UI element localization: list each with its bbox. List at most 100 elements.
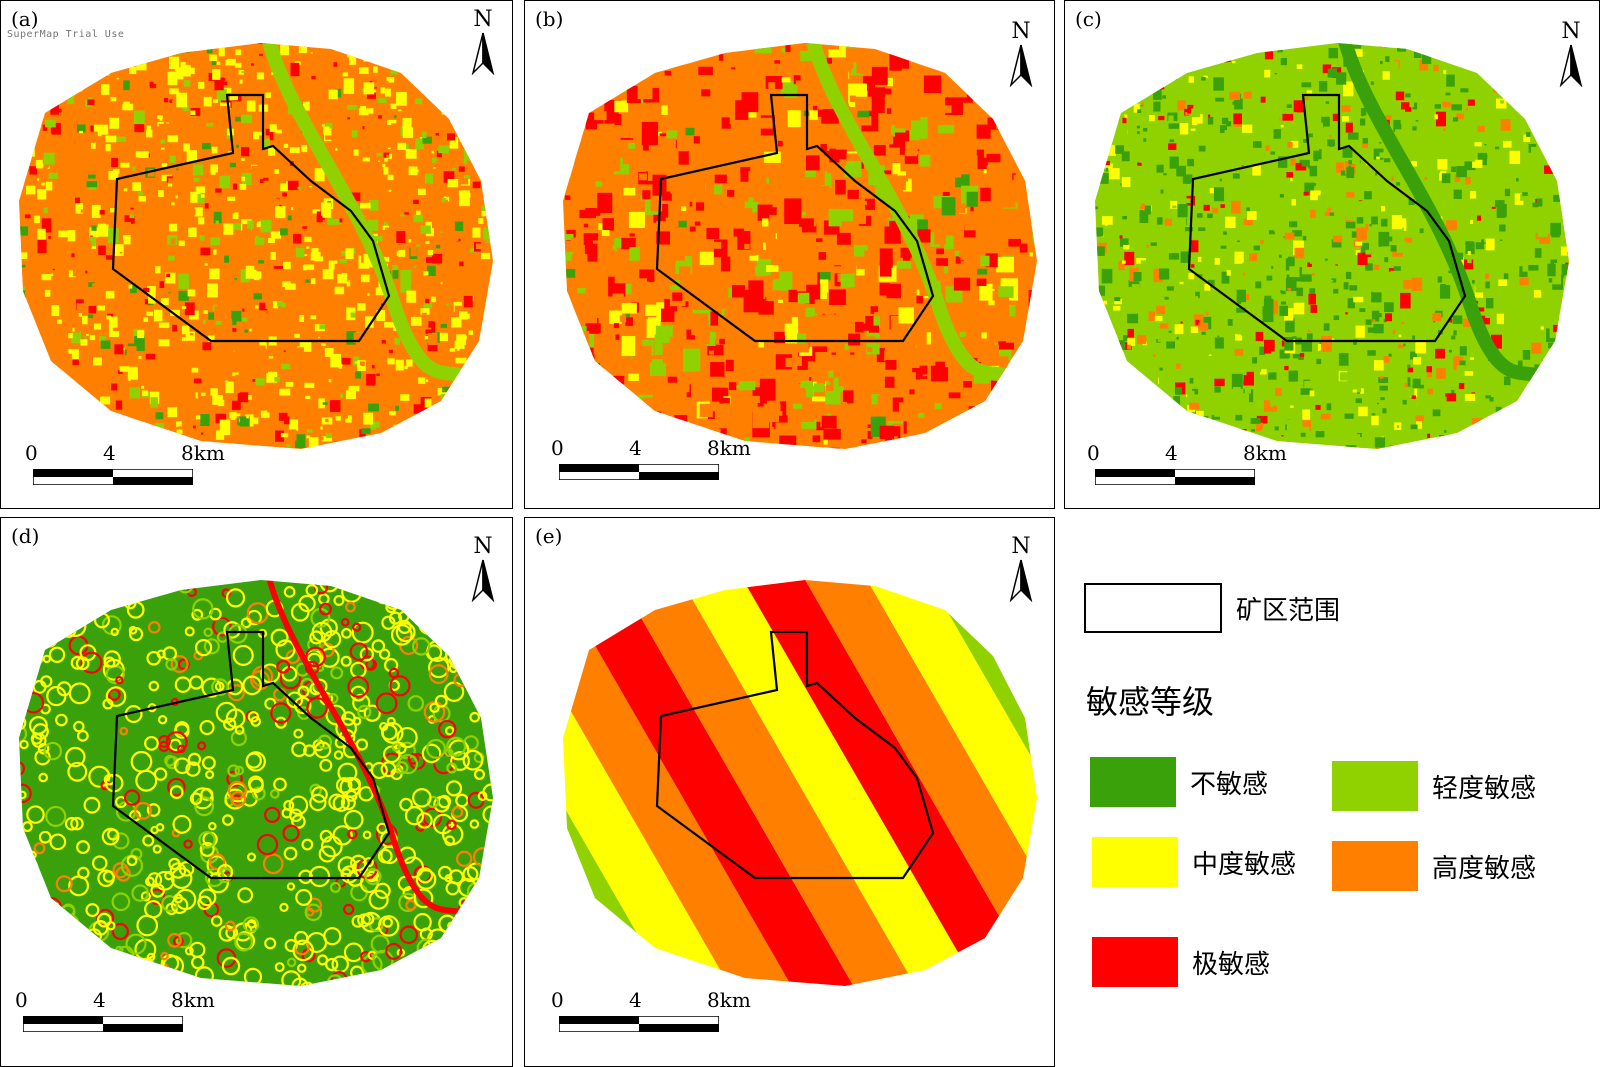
raster-patch: [251, 139, 261, 146]
raster-patch: [1400, 350, 1406, 356]
raster-patch: [319, 758, 333, 772]
raster-patch: [1365, 249, 1372, 255]
raster-patch: [152, 367, 160, 374]
raster-patch: [1557, 207, 1566, 217]
raster-patch: [33, 425, 44, 433]
raster-patch: [693, 195, 699, 202]
raster-patch: [310, 315, 317, 320]
raster-patch: [381, 128, 391, 135]
raster-patch: [805, 166, 816, 178]
raster-patch: [1355, 398, 1363, 404]
raster-patch: [184, 302, 195, 316]
raster-patch: [422, 939, 443, 961]
raster-patch: [1422, 104, 1430, 114]
raster-patch: [298, 869, 313, 885]
raster-patch: [139, 48, 148, 56]
raster-patch: [156, 72, 161, 76]
raster-patch: [182, 207, 192, 214]
raster-patch: [245, 751, 266, 772]
raster-patch: [1284, 365, 1289, 371]
raster-patch: [380, 580, 398, 585]
raster-patch: [787, 110, 801, 128]
raster-patch: [1392, 82, 1399, 89]
raster-patch: [69, 142, 81, 156]
raster-patch: [435, 244, 441, 249]
raster-patch: [610, 78, 617, 82]
raster-patch: [459, 56, 464, 63]
raster-patch: [359, 67, 369, 74]
raster-patch: [1467, 251, 1471, 255]
raster-patch: [789, 229, 801, 245]
raster-patch: [1476, 215, 1481, 221]
raster-patch: [629, 246, 640, 261]
raster-patch: [1481, 437, 1492, 448]
raster-patch: [333, 62, 338, 67]
raster-patch: [158, 190, 164, 198]
raster-patch: [809, 110, 818, 120]
raster-patch: [185, 388, 196, 399]
raster-patch: [679, 266, 691, 277]
raster-patch: [26, 66, 30, 71]
raster-patch: [1145, 419, 1154, 433]
raster-patch: [1121, 51, 1130, 58]
map-panel-e: (e) N 0 4 8km: [524, 517, 1055, 1067]
raster-patch: [405, 581, 419, 595]
raster-patch: [387, 168, 396, 180]
raster-patch: [618, 69, 633, 85]
raster-patch: [56, 393, 67, 407]
raster-patch: [976, 278, 987, 287]
raster-patch: [433, 580, 449, 582]
raster-patch: [1373, 183, 1384, 190]
raster-patch: [1447, 276, 1451, 281]
raster-patch: [892, 448, 898, 449]
raster-patch: [1456, 113, 1465, 120]
raster-patch: [953, 277, 971, 291]
raster-patch: [919, 208, 929, 215]
raster-patch: [1290, 140, 1299, 148]
raster-patch: [563, 176, 570, 182]
raster-patch: [326, 457, 335, 464]
raster-patch: [1095, 417, 1100, 428]
raster-patch: [1269, 230, 1275, 235]
raster-patch: [832, 118, 845, 131]
raster-patch: [1525, 443, 1530, 448]
raster-patch: [1316, 358, 1322, 365]
raster-patch: [313, 359, 321, 366]
raster-patch: [373, 118, 378, 121]
raster-patch: [818, 252, 827, 260]
raster-patch: [879, 261, 892, 277]
raster-patch: [1114, 153, 1121, 162]
raster-patch: [1548, 351, 1552, 356]
raster-patch: [775, 46, 784, 55]
raster-patch: [483, 227, 492, 240]
raster-patch: [352, 716, 362, 726]
raster-patch: [1287, 142, 1293, 148]
raster-patch: [990, 55, 1005, 69]
raster-patch: [447, 418, 459, 434]
raster-patch: [128, 378, 131, 382]
raster-patch: [497, 63, 504, 68]
raster-patch: [1496, 204, 1507, 218]
raster-patch: [391, 974, 404, 986]
raster-patch: [1360, 108, 1367, 117]
raster-patch: [309, 630, 324, 645]
raster-patch: [382, 163, 386, 168]
raster-patch: [274, 376, 281, 382]
raster-patch: [1538, 107, 1545, 114]
raster-patch: [169, 99, 173, 103]
raster-patch: [647, 340, 660, 351]
raster-patch: [773, 221, 781, 231]
raster-patch: [1173, 395, 1181, 406]
raster-patch: [252, 271, 262, 279]
raster-patch: [1105, 390, 1113, 397]
raster-patch: [218, 47, 225, 57]
raster-patch: [1231, 373, 1243, 389]
raster-patch: [1136, 86, 1148, 94]
raster-patch: [586, 317, 599, 334]
raster-patch: [762, 218, 769, 228]
raster-patch: [1148, 189, 1153, 192]
raster-patch: [1327, 139, 1335, 147]
raster-patch: [398, 109, 402, 112]
raster-patch: [279, 902, 289, 912]
raster-patch: [78, 247, 81, 249]
